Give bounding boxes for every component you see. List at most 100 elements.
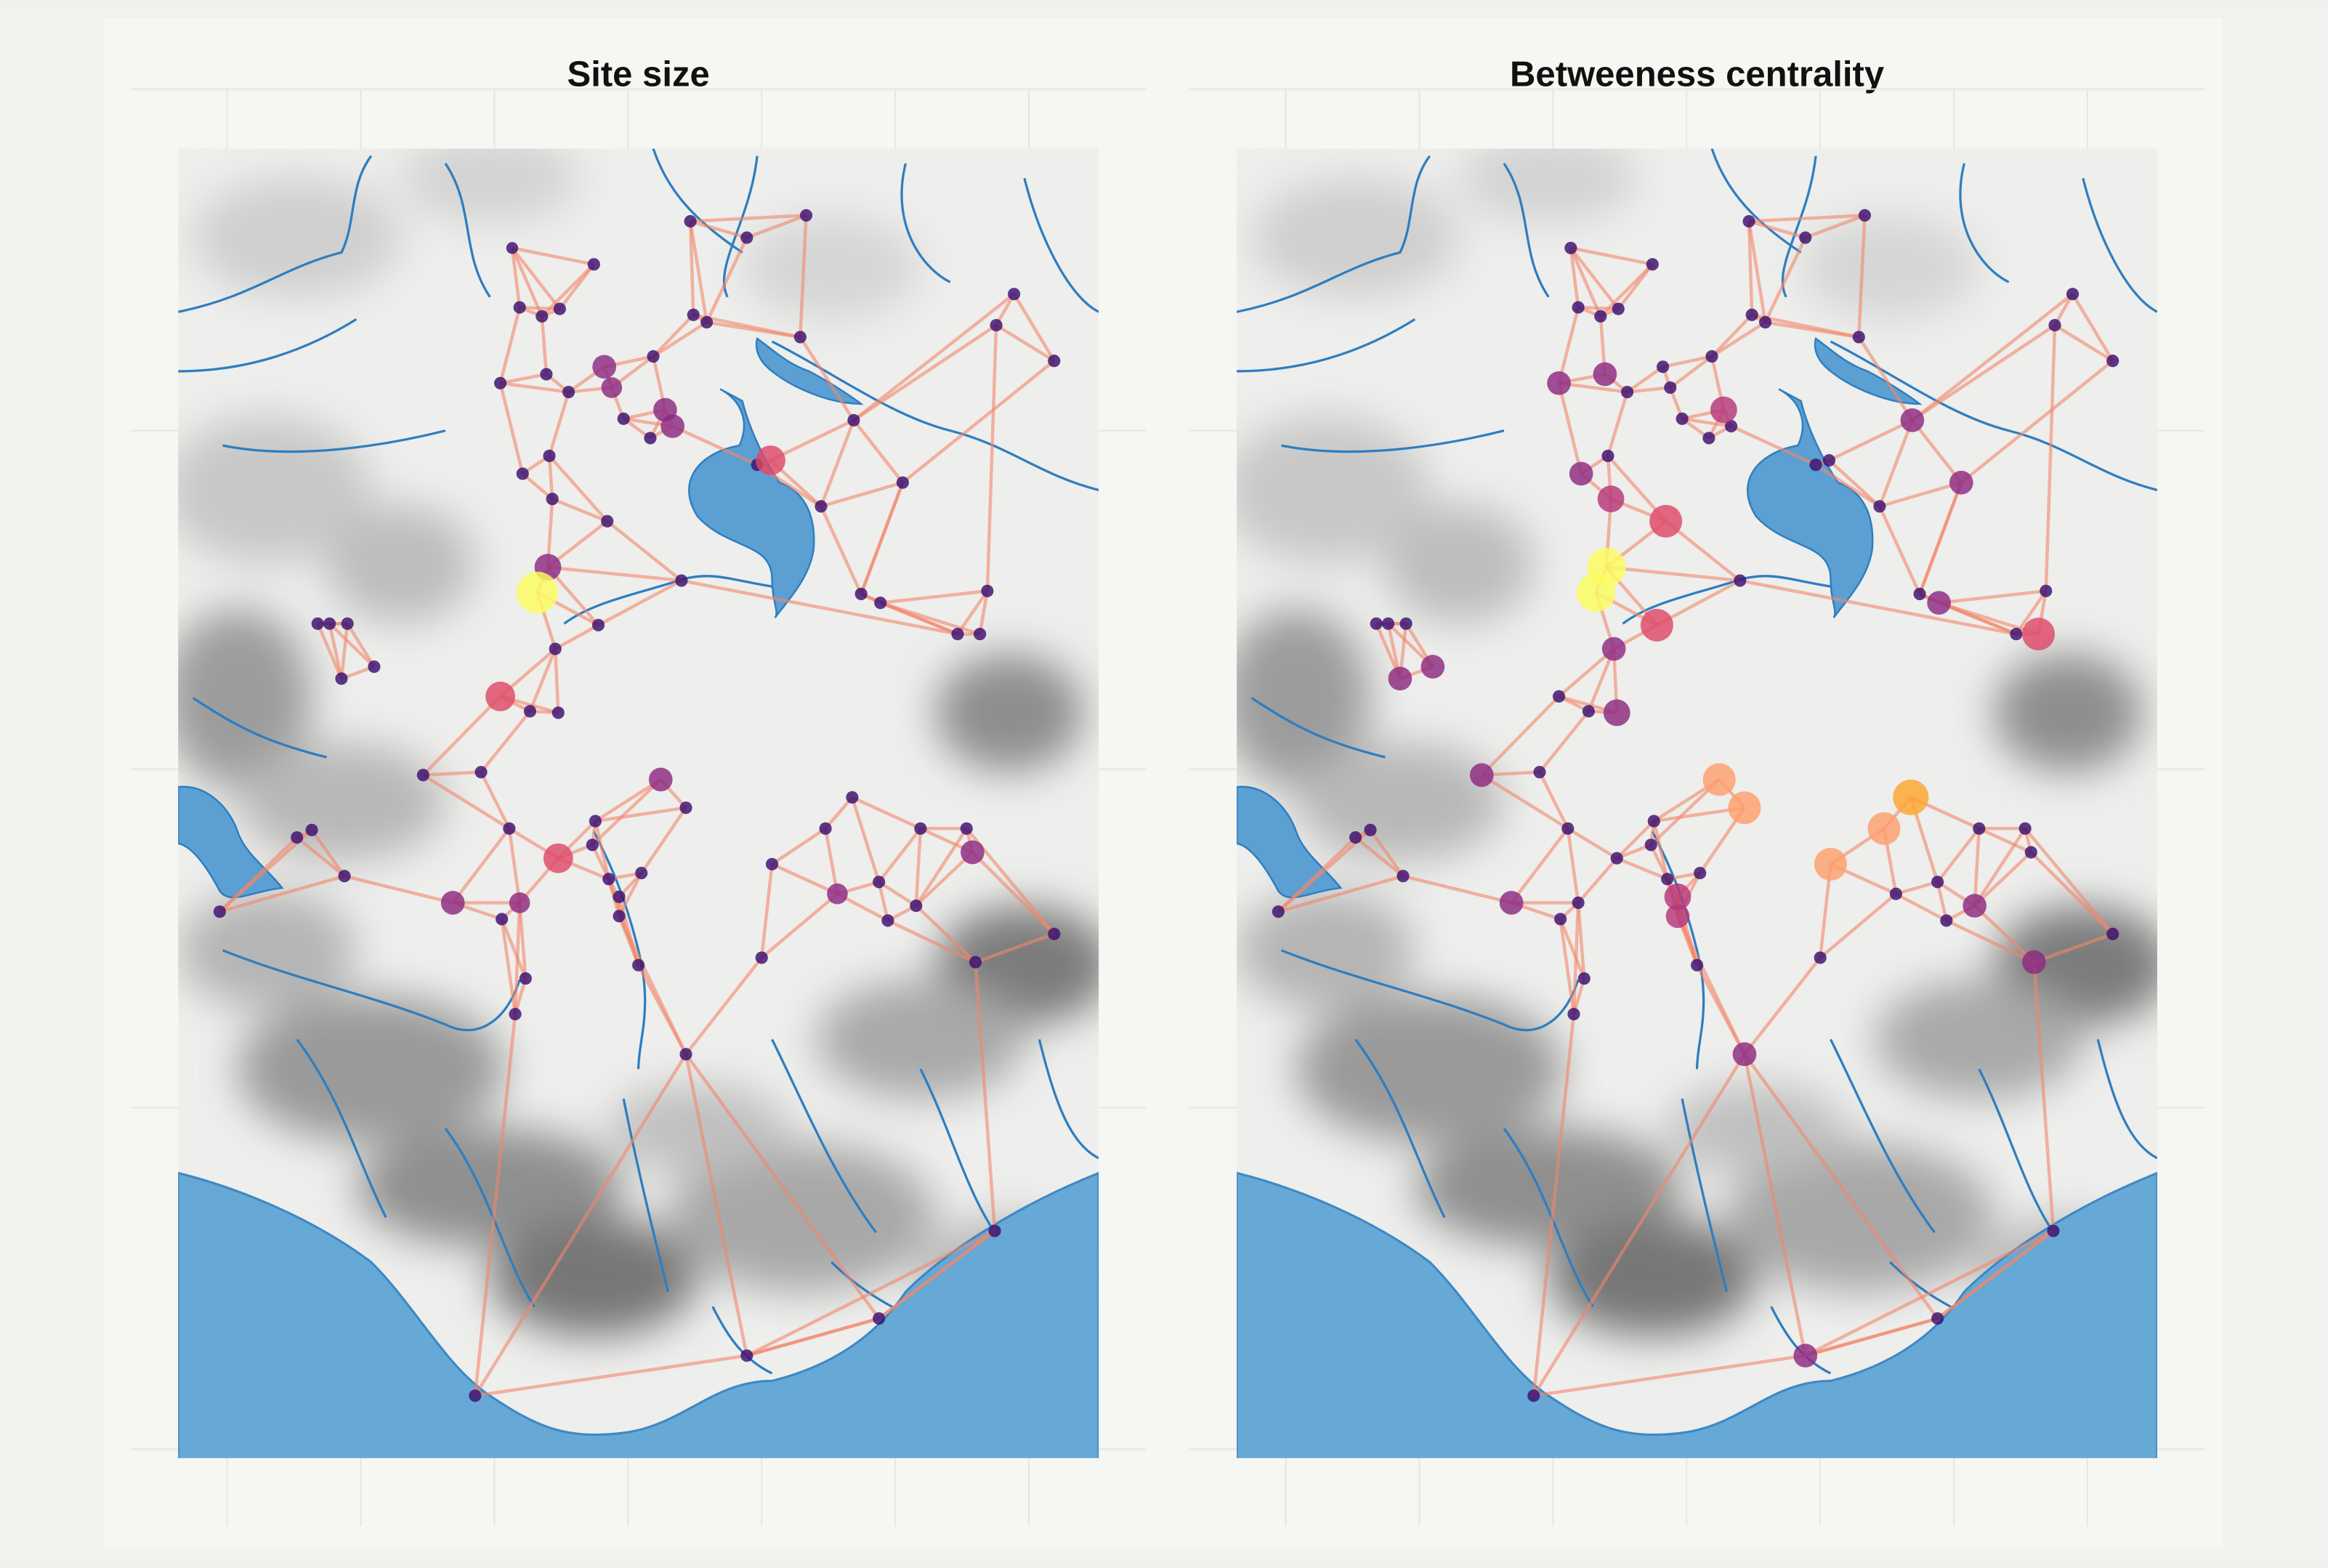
site [1469,763,1494,788]
network-edge [819,505,863,595]
site [1664,883,1692,910]
site [1889,887,1902,900]
network-edge [878,1229,996,1320]
network-edge [1827,458,1881,508]
network-edge [2032,962,2056,1232]
network-edge [1570,246,1653,267]
network-edge [1572,902,1580,1014]
relief-blob [400,148,579,223]
site [1397,870,1410,883]
site [910,899,923,913]
river [2082,177,2158,313]
river [622,1098,670,1293]
site [305,823,318,836]
network-edge [540,316,549,375]
network-edge [328,623,344,679]
site [213,905,227,918]
site [1370,617,1383,630]
network-edge [451,827,511,904]
river [771,340,1099,491]
network-edge [671,424,759,466]
site [914,822,927,835]
site [1734,574,1747,587]
site [1572,896,1585,910]
network-edge [1681,417,1731,428]
site [1561,822,1575,835]
network-edge [1748,214,1865,223]
network-edge [473,1053,687,1397]
site [1594,310,1607,323]
network-edge [500,918,528,979]
network-edge [1814,463,1881,508]
site [1949,470,1973,495]
site [506,242,519,254]
river [2096,1039,2158,1160]
site [1582,705,1595,718]
network-edge [547,391,570,457]
network-edge [1743,956,1822,1056]
network-edge [1857,215,1867,338]
site [1564,241,1577,254]
river [1281,429,1505,453]
network-edge [901,359,1056,484]
network-edge [1627,386,1671,394]
site [1399,617,1412,630]
site [1603,699,1630,727]
site [562,385,575,399]
network-edge [1532,1014,1576,1397]
network-edge [551,497,608,523]
relief-blob [1385,504,1534,624]
network-edge [1973,828,2027,907]
site [679,1048,692,1061]
site [1927,591,1951,615]
site [2018,822,2032,835]
site [586,838,599,852]
relief-blob [742,215,921,320]
network-edge [1911,419,1963,484]
site [1640,608,1673,642]
site [874,597,887,610]
site [1646,258,1659,271]
network-edge [1743,1053,1939,1320]
site [847,413,860,427]
site [517,571,559,614]
network-edge [1277,874,1404,913]
river [1503,1128,1594,1308]
site [519,972,532,985]
site [535,310,549,323]
site [1388,666,1412,691]
network-edge [1828,419,1913,462]
network-edge [684,1054,749,1357]
network-edge [760,892,838,959]
river [900,163,951,283]
site [592,355,616,379]
river [296,1038,387,1219]
network-edge [914,828,969,907]
site [474,766,488,779]
site [1940,914,1953,927]
site [1597,485,1625,513]
river [444,1128,535,1308]
site [503,822,516,835]
river [192,697,327,759]
site [1665,904,1690,929]
relief-blob [1875,979,2083,1099]
network-edge [1917,482,1963,595]
network-edge [1936,881,1949,921]
rivers [1237,148,2158,1375]
site [440,891,465,915]
relief-blob [1296,742,1504,862]
network-edge [1606,391,1629,457]
site [1809,458,1822,472]
site [1572,301,1585,314]
network-edge [974,932,1055,964]
site [765,857,779,870]
site [1724,419,1738,433]
river [1830,1038,1936,1234]
site [881,914,894,927]
site [601,514,614,528]
site [990,319,1003,332]
site [687,308,700,321]
site [543,449,556,462]
site [1973,822,1986,835]
